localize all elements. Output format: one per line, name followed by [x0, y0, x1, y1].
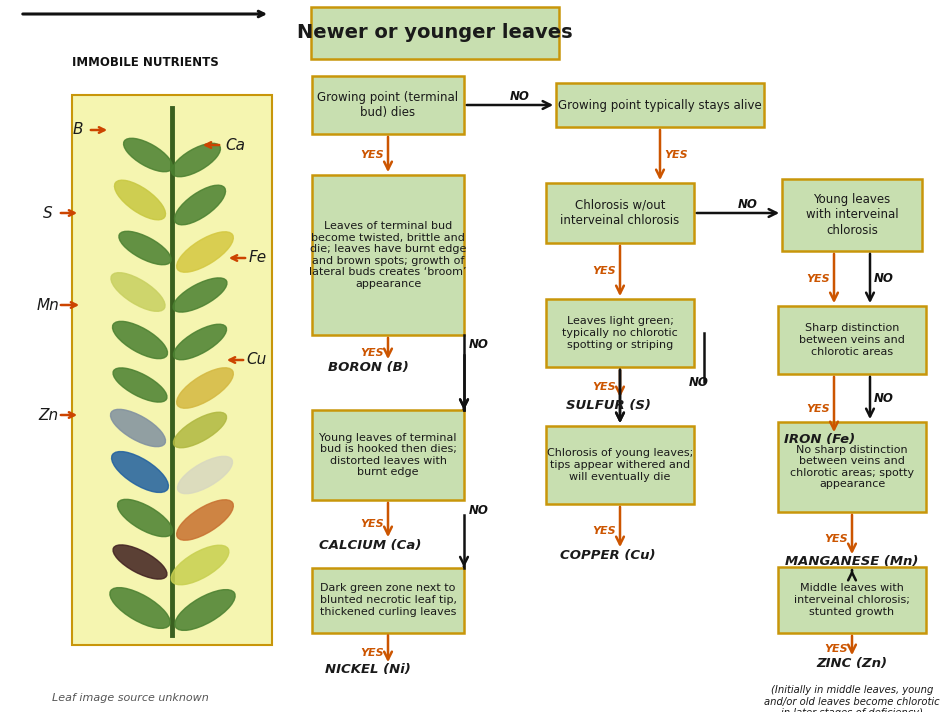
Text: SULFUR (S): SULFUR (S) [565, 399, 649, 412]
Text: YES: YES [360, 519, 383, 529]
Ellipse shape [177, 368, 233, 408]
Text: S: S [43, 206, 53, 221]
Text: NO: NO [873, 392, 893, 404]
Text: Ca: Ca [225, 137, 244, 152]
FancyBboxPatch shape [312, 410, 464, 500]
Ellipse shape [110, 409, 165, 446]
Text: YES: YES [360, 347, 383, 357]
Ellipse shape [119, 231, 171, 265]
Text: Young leaves of terminal
bud is hooked then dies;
distorted leaves with
burnt ed: Young leaves of terminal bud is hooked t… [319, 433, 456, 478]
Text: Zn: Zn [38, 407, 58, 422]
FancyBboxPatch shape [777, 567, 925, 633]
Text: Young leaves
with interveinal
chlorosis: Young leaves with interveinal chlorosis [805, 194, 898, 236]
Text: NO: NO [737, 197, 757, 211]
Text: IMMOBILE NUTRIENTS: IMMOBILE NUTRIENTS [72, 56, 218, 68]
Text: YES: YES [805, 404, 829, 414]
Ellipse shape [175, 590, 235, 630]
FancyBboxPatch shape [777, 306, 925, 374]
Ellipse shape [112, 321, 167, 359]
Text: YES: YES [664, 150, 687, 160]
FancyBboxPatch shape [546, 183, 693, 243]
Text: Fe: Fe [248, 251, 267, 266]
FancyBboxPatch shape [777, 422, 925, 512]
Text: Chlorosis w/out
interveinal chlorosis: Chlorosis w/out interveinal chlorosis [560, 199, 679, 227]
Text: BORON (B): BORON (B) [328, 362, 408, 375]
Text: NICKEL (Ni): NICKEL (Ni) [325, 664, 411, 676]
Text: MANGANESE (Mn): MANGANESE (Mn) [784, 555, 918, 568]
Text: COPPER (Cu): COPPER (Cu) [560, 548, 655, 562]
Text: YES: YES [592, 266, 615, 276]
Ellipse shape [171, 545, 228, 585]
Ellipse shape [117, 499, 173, 537]
Text: (Initially in middle leaves, young
and/or old leaves become chlorotic
in later s: (Initially in middle leaves, young and/o… [764, 685, 939, 712]
FancyBboxPatch shape [312, 175, 464, 335]
FancyBboxPatch shape [546, 299, 693, 367]
Ellipse shape [113, 368, 167, 402]
FancyBboxPatch shape [312, 76, 464, 134]
FancyBboxPatch shape [555, 83, 763, 127]
Text: Cu: Cu [245, 352, 266, 367]
FancyBboxPatch shape [312, 567, 464, 632]
Ellipse shape [174, 324, 227, 360]
Ellipse shape [174, 412, 227, 448]
Ellipse shape [177, 456, 232, 493]
Text: Sharp distinction
between veins and
chlorotic areas: Sharp distinction between veins and chlo… [799, 323, 904, 357]
Text: B: B [73, 122, 83, 137]
Text: Leaves of terminal bud
become twisted, brittle and
die; leaves have burnt edge
a: Leaves of terminal bud become twisted, b… [309, 221, 466, 289]
Ellipse shape [110, 273, 165, 311]
Text: CALCIUM (Ca): CALCIUM (Ca) [318, 538, 421, 552]
Text: Chlorosis of young leaves;
tips appear withered and
will eventually die: Chlorosis of young leaves; tips appear w… [547, 449, 692, 481]
Text: Leaf image source unknown: Leaf image source unknown [52, 693, 209, 703]
Text: YES: YES [823, 533, 847, 543]
Text: ZINC (Zn): ZINC (Zn) [816, 656, 886, 669]
FancyBboxPatch shape [311, 7, 559, 59]
Text: NO: NO [873, 272, 893, 285]
Text: NO: NO [688, 375, 708, 389]
Text: Growing point typically stays alive: Growing point typically stays alive [558, 98, 761, 112]
Text: YES: YES [360, 648, 383, 658]
Ellipse shape [111, 451, 168, 493]
FancyBboxPatch shape [72, 95, 272, 645]
Text: YES: YES [805, 273, 829, 283]
Text: NO: NO [468, 503, 488, 516]
Ellipse shape [173, 278, 227, 312]
Text: YES: YES [592, 526, 615, 536]
Text: Growing point (terminal
bud) dies: Growing point (terminal bud) dies [317, 91, 458, 119]
Text: YES: YES [360, 150, 383, 159]
Ellipse shape [110, 587, 170, 629]
Ellipse shape [177, 232, 233, 272]
Ellipse shape [172, 143, 220, 177]
Text: Newer or younger leaves: Newer or younger leaves [296, 23, 572, 43]
Ellipse shape [175, 185, 226, 225]
Ellipse shape [113, 545, 167, 579]
Text: YES: YES [592, 382, 615, 392]
Text: YES: YES [823, 644, 847, 654]
FancyBboxPatch shape [546, 426, 693, 504]
Text: IRON (Fe): IRON (Fe) [784, 434, 854, 446]
Ellipse shape [124, 138, 172, 172]
Ellipse shape [114, 180, 165, 220]
Ellipse shape [177, 500, 233, 540]
Text: Mn: Mn [37, 298, 59, 313]
Text: NO: NO [468, 338, 488, 352]
FancyBboxPatch shape [782, 179, 921, 251]
Text: Leaves light green;
typically no chlorotic
spotting or striping: Leaves light green; typically no chlorot… [562, 316, 677, 350]
Text: Middle leaves with
interveinal chlorosis;
stunted growth: Middle leaves with interveinal chlorosis… [793, 583, 909, 617]
Text: NO: NO [510, 90, 530, 103]
Text: Dark green zone next to
blunted necrotic leaf tip,
thickened curling leaves: Dark green zone next to blunted necrotic… [319, 583, 456, 617]
Text: No sharp distinction
between veins and
chlorotic areas; spotty
appearance: No sharp distinction between veins and c… [789, 444, 913, 489]
